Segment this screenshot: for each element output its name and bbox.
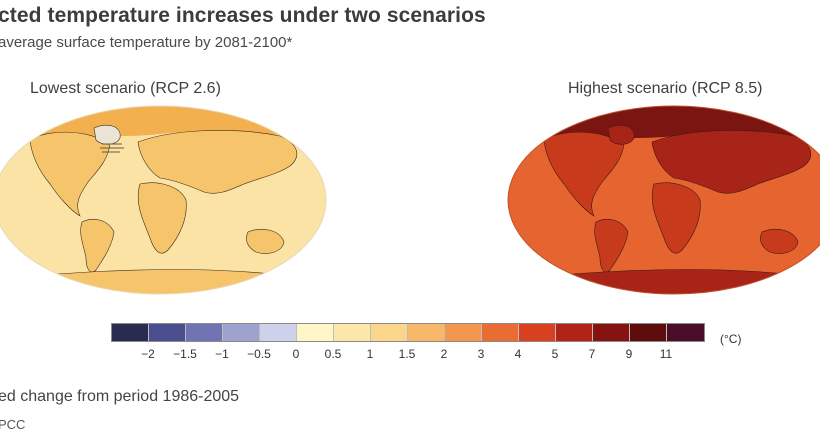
legend-tick-label: 1.5 — [398, 347, 416, 361]
legend-swatch — [519, 324, 556, 341]
legend-tick-label: 1 — [366, 347, 374, 361]
legend-tick-label: 9 — [625, 347, 633, 361]
australia — [760, 229, 799, 254]
footnote: ed change from period 1986-2005 — [0, 388, 240, 405]
south-america — [594, 219, 629, 273]
africa — [137, 182, 187, 254]
legend-tick-label: 0 — [292, 347, 300, 361]
greenland — [607, 125, 635, 145]
eurasia — [651, 130, 812, 194]
legend-swatch — [334, 324, 371, 341]
south-america — [80, 219, 115, 273]
legend-swatch — [371, 324, 408, 341]
chart-title: cted temperature increases under two sce… — [0, 4, 486, 27]
map-highest-scenario — [507, 105, 820, 295]
north-america — [29, 131, 111, 217]
color-scale-legend: −2 −1.5 −1 −0.5 0 0.5 1 1.5 2 3 4 5 7 9 11 — [111, 323, 705, 366]
africa — [651, 182, 701, 254]
legend-swatch — [297, 324, 334, 341]
legend-swatch — [149, 324, 186, 341]
legend-tick-label: −1 — [215, 347, 229, 361]
antarctica — [508, 269, 820, 294]
legend-tick-label: −1.5 — [173, 347, 197, 361]
legend-swatch — [223, 324, 260, 341]
legend-tick-label: 11 — [659, 347, 673, 361]
legend-swatch — [112, 324, 149, 341]
legend-tick-label: 5 — [551, 347, 559, 361]
legend-swatch — [667, 324, 704, 341]
legend-unit: (°C) — [720, 332, 742, 346]
hatched-region — [100, 143, 124, 153]
legend-tick-label: 0.5 — [324, 347, 342, 361]
legend-tick-label: 2 — [440, 347, 448, 361]
legend-swatch — [445, 324, 482, 341]
legend-tick-label: 7 — [588, 347, 596, 361]
panel-label-lowest: Lowest scenario (RCP 2.6) — [30, 80, 221, 97]
legend-swatch — [556, 324, 593, 341]
legend-tick-label: 4 — [514, 347, 522, 361]
legend-swatch — [186, 324, 223, 341]
chart-subtitle: average surface temperature by 2081-2100… — [0, 34, 293, 51]
color-scale-ticks: −2 −1.5 −1 −0.5 0 0.5 1 1.5 2 3 4 5 7 9 11 — [111, 342, 705, 366]
north-america — [543, 131, 625, 217]
greenland — [93, 125, 121, 145]
color-scale-bar — [111, 323, 705, 342]
map-lowest-scenario — [0, 105, 327, 295]
panel-label-highest: Highest scenario (RCP 8.5) — [568, 80, 763, 97]
source-credit: PCC — [0, 417, 26, 432]
legend-swatch — [593, 324, 630, 341]
eurasia — [137, 130, 298, 194]
legend-tick-label: −0.5 — [247, 347, 271, 361]
legend-swatch — [482, 324, 519, 341]
legend-swatch — [260, 324, 297, 341]
australia — [246, 229, 285, 254]
antarctica — [0, 269, 326, 294]
legend-tick-label: −2 — [141, 347, 155, 361]
legend-swatch — [630, 324, 667, 341]
legend-swatch — [408, 324, 445, 341]
legend-tick-label: 3 — [477, 347, 485, 361]
